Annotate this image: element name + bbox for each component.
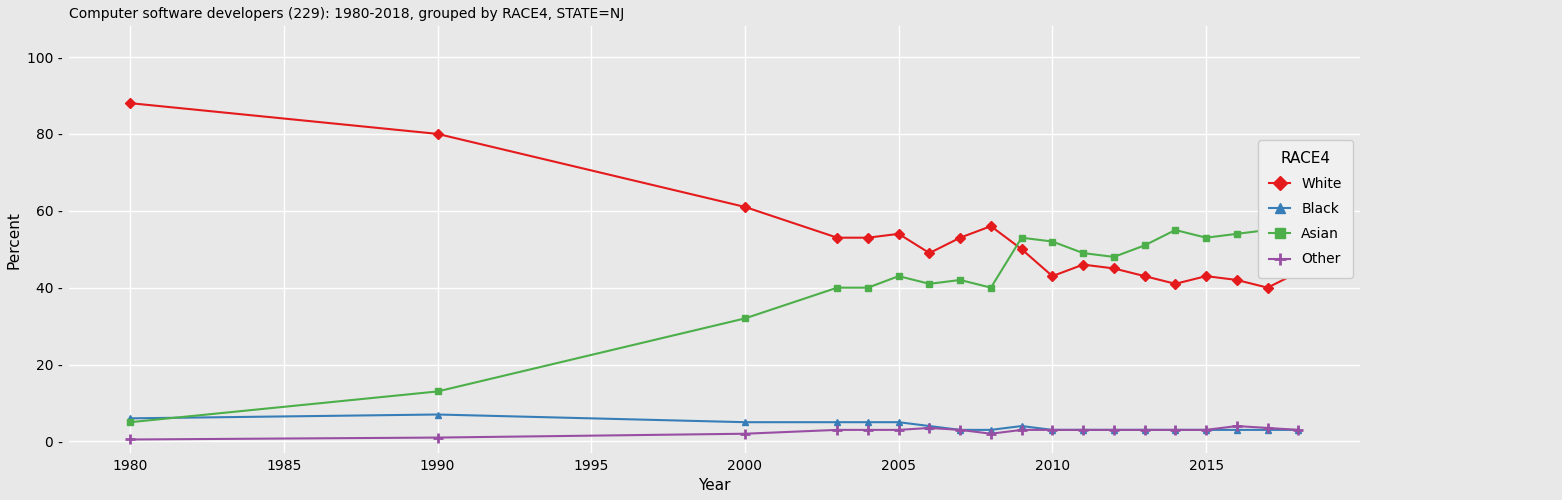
Other: [1259, 425, 1278, 431]
Other: [859, 427, 878, 433]
Other: [1289, 427, 1307, 433]
White: [1165, 281, 1184, 287]
Black: [1289, 427, 1307, 433]
Black: [1104, 427, 1123, 433]
White: [951, 234, 970, 240]
Black: [920, 423, 939, 429]
Asian: [1196, 234, 1215, 240]
White: [1289, 270, 1307, 276]
Legend: White, Black, Asian, Other: White, Black, Asian, Other: [1259, 140, 1353, 278]
Asian: [736, 316, 754, 322]
Other: [920, 425, 939, 431]
Asian: [1104, 254, 1123, 260]
Line: Black: Black: [127, 411, 1301, 434]
Other: [1136, 427, 1154, 433]
White: [1259, 284, 1278, 290]
Asian: [1289, 246, 1307, 252]
White: [120, 100, 139, 106]
Asian: [1259, 227, 1278, 233]
Other: [1104, 427, 1123, 433]
Other: [120, 436, 139, 442]
Asian: [428, 388, 447, 394]
Line: White: White: [127, 100, 1301, 291]
Black: [1196, 427, 1215, 433]
Asian: [889, 273, 908, 279]
Line: Asian: Asian: [127, 226, 1301, 426]
Black: [889, 419, 908, 425]
Asian: [951, 277, 970, 283]
White: [1196, 273, 1215, 279]
Asian: [120, 419, 139, 425]
Y-axis label: Percent: Percent: [6, 210, 22, 268]
Other: [1228, 423, 1246, 429]
Asian: [1073, 250, 1092, 256]
White: [1228, 277, 1246, 283]
White: [828, 234, 847, 240]
White: [1012, 246, 1031, 252]
White: [736, 204, 754, 210]
Black: [736, 419, 754, 425]
Other: [1043, 427, 1062, 433]
Asian: [859, 284, 878, 290]
Black: [120, 416, 139, 422]
Line: Other: Other: [125, 421, 1303, 444]
Other: [1012, 427, 1031, 433]
White: [1043, 273, 1062, 279]
Black: [1073, 427, 1092, 433]
Asian: [1012, 234, 1031, 240]
Other: [889, 427, 908, 433]
Black: [951, 427, 970, 433]
Black: [859, 419, 878, 425]
Black: [1136, 427, 1154, 433]
Other: [1165, 427, 1184, 433]
Asian: [1136, 242, 1154, 248]
Black: [828, 419, 847, 425]
Other: [828, 427, 847, 433]
Other: [1196, 427, 1215, 433]
White: [889, 231, 908, 237]
Asian: [1228, 231, 1246, 237]
Asian: [920, 281, 939, 287]
White: [920, 250, 939, 256]
White: [981, 223, 1000, 229]
Other: [951, 427, 970, 433]
Text: Computer software developers (229): 1980-2018, grouped by RACE4, STATE=NJ: Computer software developers (229): 1980…: [69, 7, 623, 21]
Black: [1012, 423, 1031, 429]
Black: [428, 412, 447, 418]
White: [859, 234, 878, 240]
Other: [981, 430, 1000, 436]
Other: [428, 434, 447, 440]
Asian: [1165, 227, 1184, 233]
Black: [1165, 427, 1184, 433]
Asian: [981, 284, 1000, 290]
Black: [981, 427, 1000, 433]
Black: [1043, 427, 1062, 433]
X-axis label: Year: Year: [698, 478, 731, 493]
Other: [1073, 427, 1092, 433]
Black: [1259, 427, 1278, 433]
Black: [1228, 427, 1246, 433]
Other: [736, 430, 754, 436]
Asian: [828, 284, 847, 290]
Asian: [1043, 238, 1062, 244]
White: [428, 131, 447, 137]
White: [1136, 273, 1154, 279]
White: [1104, 266, 1123, 272]
White: [1073, 262, 1092, 268]
